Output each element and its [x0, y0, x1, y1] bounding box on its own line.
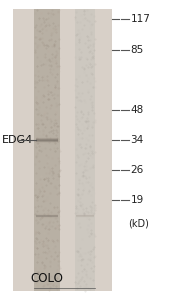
Bar [36, 140, 58, 141]
Bar [34, 9, 60, 291]
Text: COLO: COLO [31, 272, 64, 285]
Bar [36, 136, 58, 137]
Bar [36, 136, 58, 137]
Bar [36, 138, 58, 139]
Text: 85: 85 [130, 45, 144, 56]
Bar [36, 135, 58, 136]
Text: 117: 117 [130, 14, 150, 24]
Bar [36, 145, 58, 146]
Text: EDG4: EDG4 [2, 135, 33, 146]
Bar [36, 139, 58, 140]
Text: 48: 48 [130, 105, 144, 116]
Bar [36, 144, 58, 145]
Bar [36, 143, 58, 144]
Text: (kD): (kD) [129, 218, 149, 229]
Text: 34: 34 [130, 135, 144, 146]
Text: 26: 26 [130, 165, 144, 176]
Bar [36, 137, 58, 138]
Bar [13, 9, 112, 291]
Text: 19: 19 [130, 195, 144, 206]
Bar [36, 142, 58, 143]
Bar [36, 141, 58, 142]
Bar [75, 9, 95, 291]
